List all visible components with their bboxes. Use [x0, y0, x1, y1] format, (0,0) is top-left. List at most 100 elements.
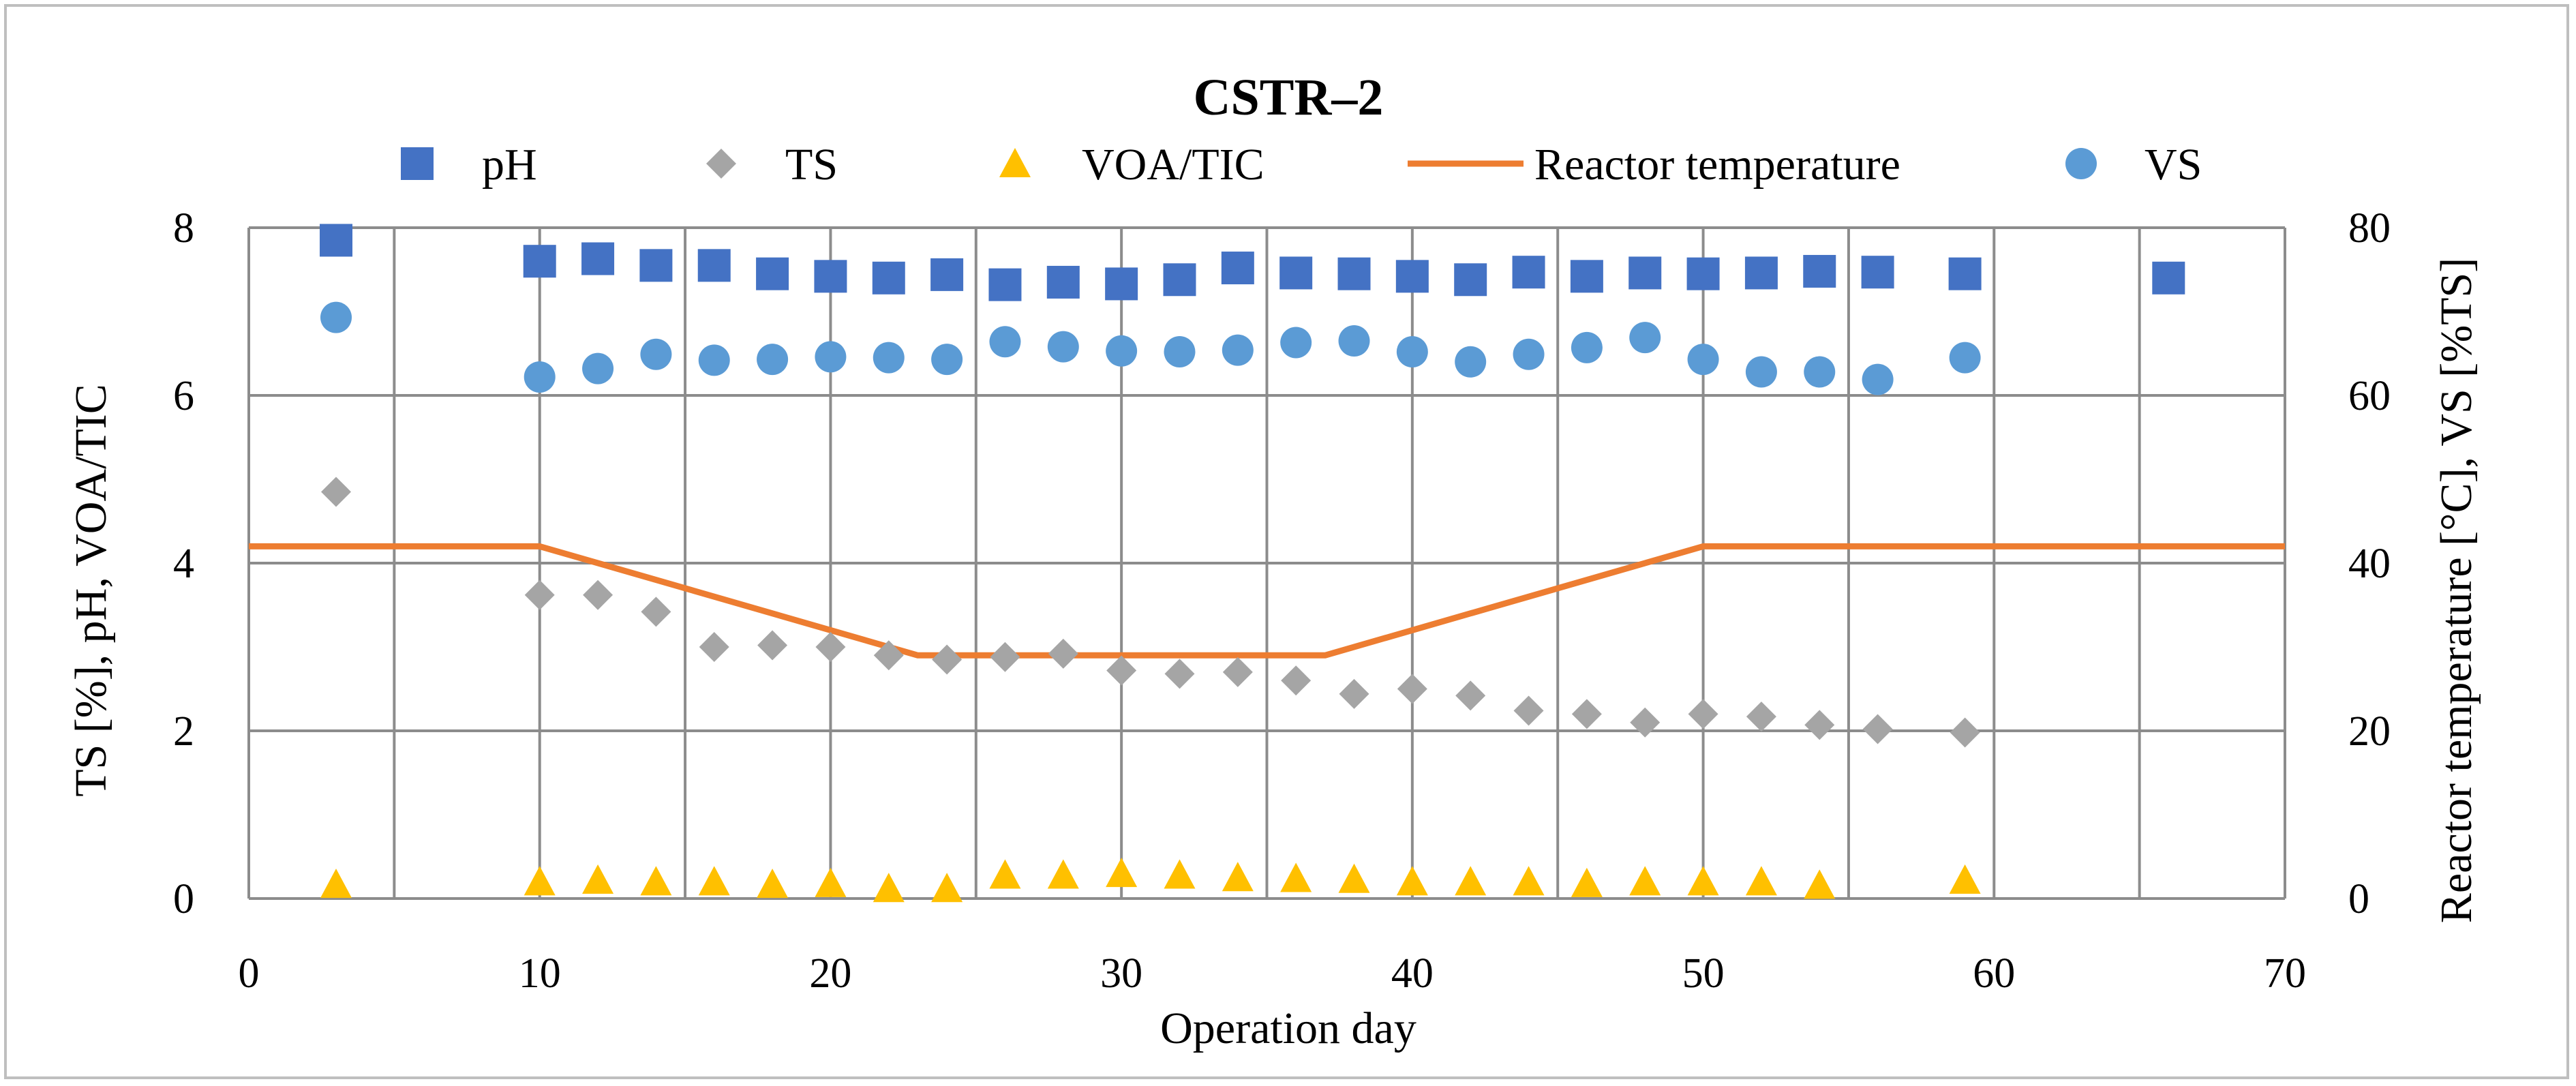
x-tick-label: 0	[239, 950, 260, 997]
y-tick-label-left: 0	[173, 876, 194, 922]
point-ph	[1570, 260, 1603, 293]
point-ph	[697, 249, 731, 282]
point-ts	[583, 579, 613, 610]
point-vs	[698, 344, 730, 376]
point-ph	[930, 258, 964, 291]
y-tick-label-right: 0	[2348, 876, 2369, 922]
point-ts	[1397, 674, 1427, 704]
point-vs	[1047, 331, 1079, 363]
y-tick-label-right: 80	[2348, 205, 2391, 252]
point-voa-tic	[1629, 866, 1661, 896]
point-ts	[1571, 699, 1602, 729]
point-ts	[641, 597, 671, 627]
y-axis-label-left: TS [%], pH, VOA/TIC	[66, 384, 116, 797]
point-vs	[1280, 327, 1312, 359]
point-ph	[872, 261, 905, 295]
point-voa-tic	[815, 867, 847, 897]
point-ph	[1512, 256, 1545, 289]
point-ts	[1950, 717, 1980, 748]
point-vs	[1513, 338, 1545, 370]
point-ts	[873, 640, 904, 671]
point-ph	[756, 257, 789, 290]
point-vs	[640, 338, 672, 370]
point-ph	[320, 224, 353, 257]
point-vs	[1629, 322, 1661, 354]
x-tick-label: 50	[1682, 950, 1725, 997]
point-voa-tic	[640, 866, 672, 896]
point-voa-tic	[1396, 866, 1428, 896]
point-vs	[931, 344, 963, 376]
point-ph	[1221, 252, 1254, 285]
point-ph	[988, 268, 1022, 301]
point-ph	[1337, 257, 1371, 290]
point-ts	[1804, 710, 1835, 740]
point-ts	[757, 630, 788, 661]
point-ph	[1861, 256, 1894, 289]
grid	[247, 226, 2286, 900]
point-vs	[524, 361, 556, 393]
point-ph	[1454, 263, 1487, 297]
point-voa-tic	[1338, 863, 1370, 893]
point-vs	[1396, 336, 1428, 368]
point-voa-tic	[1455, 866, 1487, 896]
point-vs	[1571, 331, 1603, 363]
reactor-temperature-line	[249, 543, 2285, 659]
legend-item-vs: VS	[2065, 140, 2202, 190]
point-ts	[1339, 678, 1369, 709]
point-ts	[699, 632, 729, 662]
x-tick-label: 70	[2264, 950, 2306, 997]
point-ts	[1281, 665, 1312, 696]
legend-label: pH	[482, 140, 537, 190]
point-vs	[1949, 342, 1981, 374]
series-ph	[320, 224, 2185, 301]
point-ph	[1948, 257, 1982, 290]
x-axis-label: Operation day	[1160, 1004, 1416, 1053]
point-vs	[1455, 346, 1487, 378]
point-ts	[1164, 659, 1195, 689]
series-vs	[320, 301, 1981, 395]
point-vs	[1745, 356, 1777, 388]
point-voa-tic	[757, 869, 789, 899]
x-tick-label: 10	[519, 950, 561, 997]
point-voa-tic	[1513, 866, 1545, 896]
point-ts	[815, 632, 846, 662]
point-voa-tic	[931, 873, 963, 903]
point-voa-tic	[1280, 862, 1312, 892]
point-vs	[1222, 334, 1254, 366]
point-ts	[1106, 655, 1137, 686]
legend-swatch	[2065, 148, 2097, 179]
point-voa-tic	[1222, 862, 1254, 892]
chart-frame	[4, 4, 2569, 1079]
point-vs	[582, 352, 614, 384]
point-voa-tic	[1949, 864, 1981, 894]
point-ts	[932, 644, 963, 675]
point-ph	[1105, 267, 1138, 301]
point-voa-tic	[698, 866, 730, 896]
y-tick-label-left: 4	[173, 541, 194, 587]
point-ts	[1222, 657, 1253, 687]
y-tick-label-left: 8	[173, 205, 194, 252]
legend-label: VS	[2145, 140, 2202, 190]
y-tick-label-right: 60	[2348, 373, 2391, 419]
legend-label: VOA/TIC	[1082, 140, 1264, 190]
point-ts	[1513, 695, 1544, 726]
legend-item-ph: pH	[401, 140, 537, 190]
point-vs	[320, 301, 352, 333]
point-ph	[1744, 256, 1778, 290]
point-ts	[524, 579, 555, 610]
x-tick-label: 60	[1973, 950, 2015, 997]
legend-swatch	[706, 149, 736, 179]
legend-label: Reactor temperature	[1534, 140, 1900, 190]
point-vs	[1804, 356, 1836, 388]
y-tick-label-right: 20	[2348, 708, 2391, 755]
point-ph	[1046, 265, 1080, 299]
y-axis-label-right: Reactor temperature [°C], VS [%TS]	[2431, 258, 2481, 923]
point-ts	[1688, 699, 1718, 729]
point-ph	[2152, 261, 2185, 295]
point-ts	[1630, 707, 1661, 738]
point-ph	[1163, 263, 1196, 297]
point-ph	[523, 245, 556, 278]
x-tick-label: 40	[1391, 950, 1434, 997]
point-ph	[1279, 256, 1313, 290]
